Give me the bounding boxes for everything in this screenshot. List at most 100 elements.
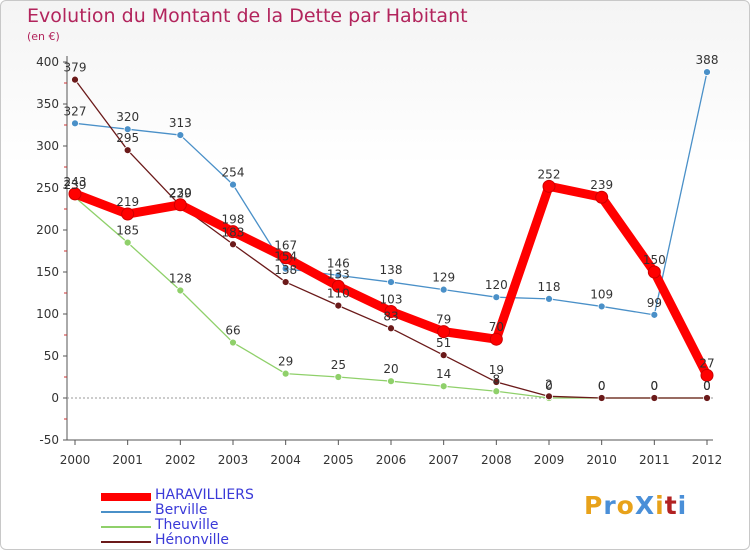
data-label: 185 <box>116 224 139 238</box>
data-point <box>71 119 79 128</box>
data-label: 14 <box>436 367 451 381</box>
data-point <box>437 325 451 339</box>
data-label: 150 <box>643 253 666 267</box>
data-point <box>650 310 659 319</box>
data-point <box>387 324 395 333</box>
data-label: 110 <box>327 287 350 301</box>
data-label: 146 <box>327 256 350 270</box>
legend-label: HARAVILLIERS <box>155 487 254 503</box>
data-point <box>387 377 395 386</box>
proxiti-logo: ProXiti <box>584 491 687 520</box>
data-label: 20 <box>383 362 398 376</box>
data-point <box>545 294 553 303</box>
data-point <box>492 378 501 386</box>
legend-label: Hénonville <box>155 532 230 548</box>
x-tick-label: 2006 <box>376 453 407 467</box>
data-label: 103 <box>380 292 403 306</box>
data-label: 313 <box>169 116 192 130</box>
legend-label: Theuville <box>155 517 219 533</box>
data-label: 183 <box>222 225 245 239</box>
data-label: 254 <box>222 166 245 180</box>
data-label: 0 <box>703 379 711 393</box>
data-label: 219 <box>116 195 139 209</box>
legend-swatch <box>101 541 151 543</box>
data-label: 0 <box>598 379 606 393</box>
y-tick-label: 50 <box>44 349 59 363</box>
y-tick-label: 400 <box>36 55 59 69</box>
data-label: 118 <box>538 280 561 294</box>
data-label: 99 <box>647 296 662 310</box>
data-label: 27 <box>699 356 714 370</box>
data-point <box>176 286 185 295</box>
data-point <box>123 238 132 247</box>
y-tick-label: 250 <box>36 181 59 195</box>
data-label: 388 <box>696 53 719 67</box>
logo-letter: r <box>603 491 617 520</box>
y-tick-label: 150 <box>36 265 59 279</box>
data-label: 320 <box>116 110 139 124</box>
data-point <box>703 68 711 76</box>
y-tick-label: 200 <box>36 223 59 237</box>
data-label: 25 <box>331 358 346 372</box>
data-point <box>439 351 448 360</box>
chart-title: Evolution du Montant de la Dette par Hab… <box>27 5 468 27</box>
logo-letter: o <box>616 491 635 520</box>
data-point <box>229 180 237 189</box>
y-tick-label: 300 <box>36 139 59 153</box>
data-point <box>492 387 501 396</box>
data-point <box>281 264 290 273</box>
data-point <box>123 146 132 155</box>
data-point <box>545 392 553 401</box>
data-point <box>279 251 293 265</box>
data-point <box>121 207 135 221</box>
data-point <box>226 225 240 239</box>
data-point <box>334 373 343 381</box>
y-tick-label: 350 <box>36 97 59 111</box>
data-point <box>647 265 661 279</box>
data-label: 154 <box>274 250 297 264</box>
logo-letter: i <box>655 491 665 520</box>
x-tick-label: 2001 <box>112 453 143 467</box>
x-tick-label: 2010 <box>586 453 617 467</box>
x-tick-label: 2007 <box>428 453 459 467</box>
data-point <box>650 394 659 402</box>
x-tick-label: 2009 <box>534 453 565 467</box>
data-point <box>597 302 606 311</box>
data-point <box>331 279 345 293</box>
data-point <box>281 278 290 286</box>
data-point <box>176 131 185 139</box>
data-label: 0 <box>703 379 711 393</box>
data-label: 8 <box>493 372 501 386</box>
data-label: 109 <box>590 287 613 301</box>
legend-swatch <box>101 526 151 528</box>
data-point <box>703 394 711 402</box>
x-tick-label: 2012 <box>692 453 723 467</box>
data-label: 2 <box>545 377 553 391</box>
data-point <box>597 394 606 402</box>
data-label: 66 <box>225 324 240 338</box>
x-tick-label: 2005 <box>323 453 354 467</box>
data-label: 0 <box>598 379 606 393</box>
data-point <box>387 278 395 286</box>
data-point <box>492 293 501 302</box>
data-point <box>71 75 79 84</box>
logo-letter: t <box>664 491 678 520</box>
data-label: 379 <box>64 61 87 75</box>
data-point <box>173 198 187 212</box>
chart-subtitle: (en €) <box>27 30 60 43</box>
logo-letter: i <box>677 491 688 520</box>
data-point <box>384 304 398 318</box>
data-label: 327 <box>64 104 87 118</box>
data-label: 128 <box>169 271 192 285</box>
data-point <box>229 240 237 249</box>
data-label: 167 <box>274 239 297 253</box>
data-point <box>489 332 503 346</box>
data-point <box>595 190 609 204</box>
y-tick-label: 100 <box>36 307 59 321</box>
logo-letter: X <box>634 491 656 520</box>
logo-letter: P <box>584 491 604 520</box>
data-label: 0 <box>651 379 659 393</box>
data-label: 79 <box>436 313 451 327</box>
